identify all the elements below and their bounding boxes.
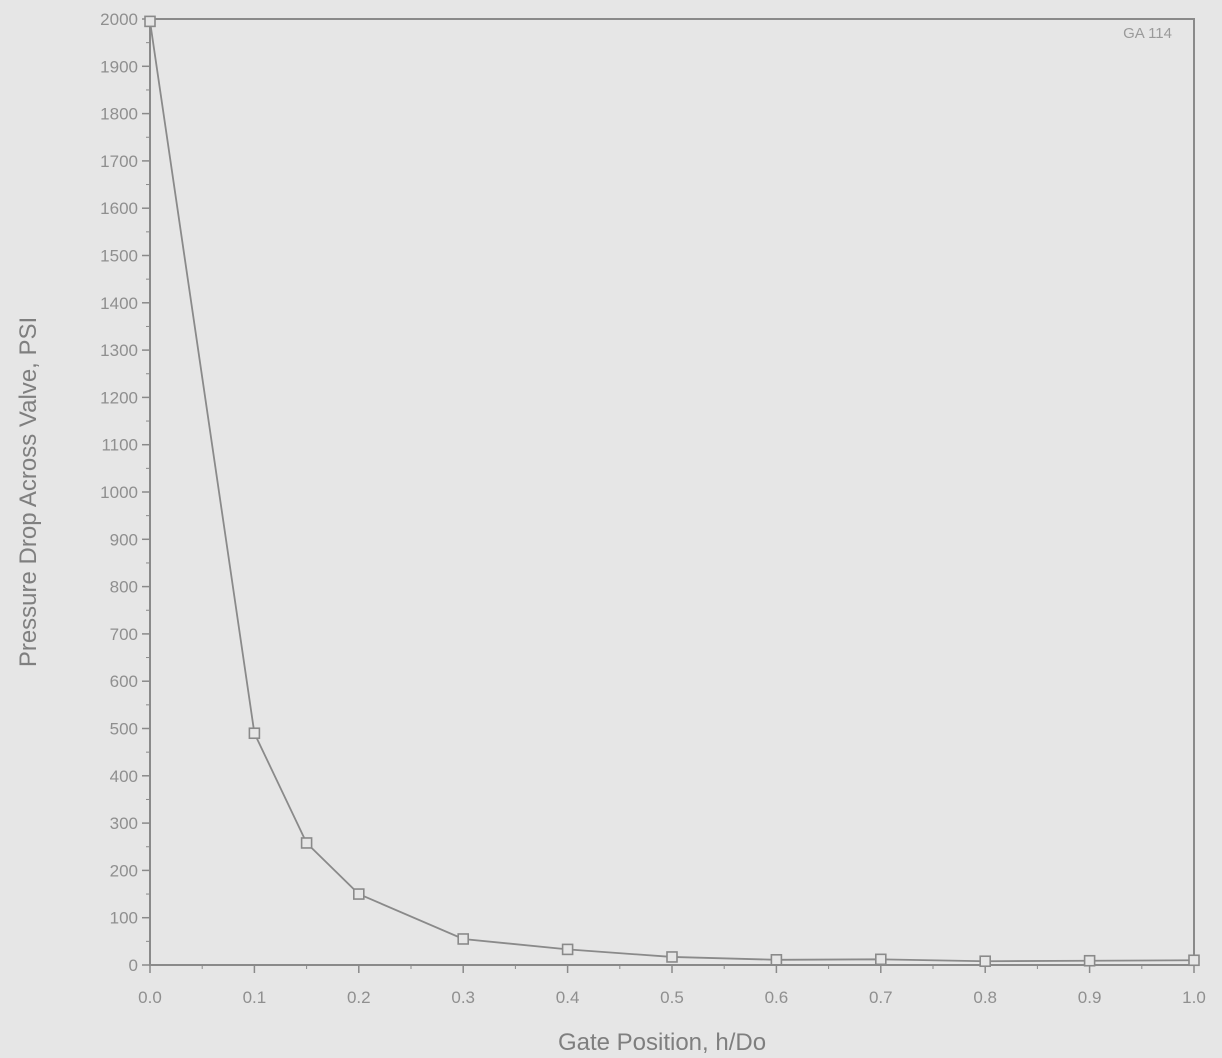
y-tick-label: 900 xyxy=(110,530,138,549)
x-tick-label: 0.5 xyxy=(660,988,684,1007)
x-tick-label: 0.8 xyxy=(973,988,997,1007)
y-tick-label: 700 xyxy=(110,625,138,644)
data-point-marker xyxy=(874,953,887,966)
y-tick-label: 500 xyxy=(110,720,138,739)
x-axis-title: Gate Position, h/Do xyxy=(558,1029,766,1056)
x-tick-label: 0.0 xyxy=(138,988,162,1007)
x-tick-label: 0.4 xyxy=(556,988,580,1007)
data-point-marker xyxy=(352,888,365,900)
y-tick-label: 1400 xyxy=(100,294,138,313)
data-point-marker xyxy=(144,15,156,28)
y-tick-label: 100 xyxy=(110,909,138,928)
y-axis-ticks: 0 100 200 300 400 500 600 700 800 900 1000 1100 1200… xyxy=(100,10,150,975)
data-point-marker xyxy=(770,953,783,966)
data-point-marker xyxy=(300,837,313,849)
y-tick-label: 800 xyxy=(110,578,138,597)
x-tick-label: 0.9 xyxy=(1078,988,1102,1007)
data-point-marker xyxy=(561,943,574,956)
x-tick-label: 0.2 xyxy=(347,988,371,1007)
y-tick-label: 1300 xyxy=(100,341,138,360)
data-point-marker xyxy=(1188,954,1200,967)
y-tick-label: 1800 xyxy=(100,105,138,124)
data-point-marker xyxy=(248,727,261,740)
data-point-marker xyxy=(666,951,678,963)
y-tick-label: 1200 xyxy=(100,388,138,407)
y-tick-label: 1100 xyxy=(101,436,138,455)
x-tick-label: 0.7 xyxy=(869,988,893,1007)
y-tick-label: 1600 xyxy=(100,199,138,218)
data-point-marker xyxy=(979,955,992,968)
y-tick-label: 400 xyxy=(110,767,138,786)
x-tick-label: 0.6 xyxy=(765,988,789,1007)
y-tick-label: 0 xyxy=(129,956,138,975)
x-tick-label: 0.3 xyxy=(451,988,475,1007)
data-series xyxy=(144,15,1200,968)
data-point-marker xyxy=(1083,954,1096,967)
chart-annotation: GA 114 xyxy=(1123,25,1172,42)
x-tick-label: 1.0 xyxy=(1182,988,1206,1007)
y-tick-label: 200 xyxy=(110,861,138,880)
y-tick-label: 1500 xyxy=(100,247,138,266)
y-axis-title: Pressure Drop Across Valve, PSI xyxy=(15,317,42,667)
y-tick-label: 1700 xyxy=(100,152,138,171)
plot-frame xyxy=(149,18,1195,966)
data-point-marker xyxy=(457,933,470,945)
y-tick-label: 300 xyxy=(110,814,138,833)
series-line xyxy=(149,21,1195,963)
x-axis-ticks: 0.0 0.1 0.2 0.3 0.4 0.5 0.6 0.7 0.8 0.9 1.0 xyxy=(138,965,1206,1007)
x-tick-label: 0.1 xyxy=(243,988,267,1007)
y-tick-label: 600 xyxy=(110,672,138,691)
y-tick-label: 2000 xyxy=(100,10,138,29)
y-tick-label: 1900 xyxy=(100,57,138,76)
y-tick-label: 1000 xyxy=(100,483,138,502)
